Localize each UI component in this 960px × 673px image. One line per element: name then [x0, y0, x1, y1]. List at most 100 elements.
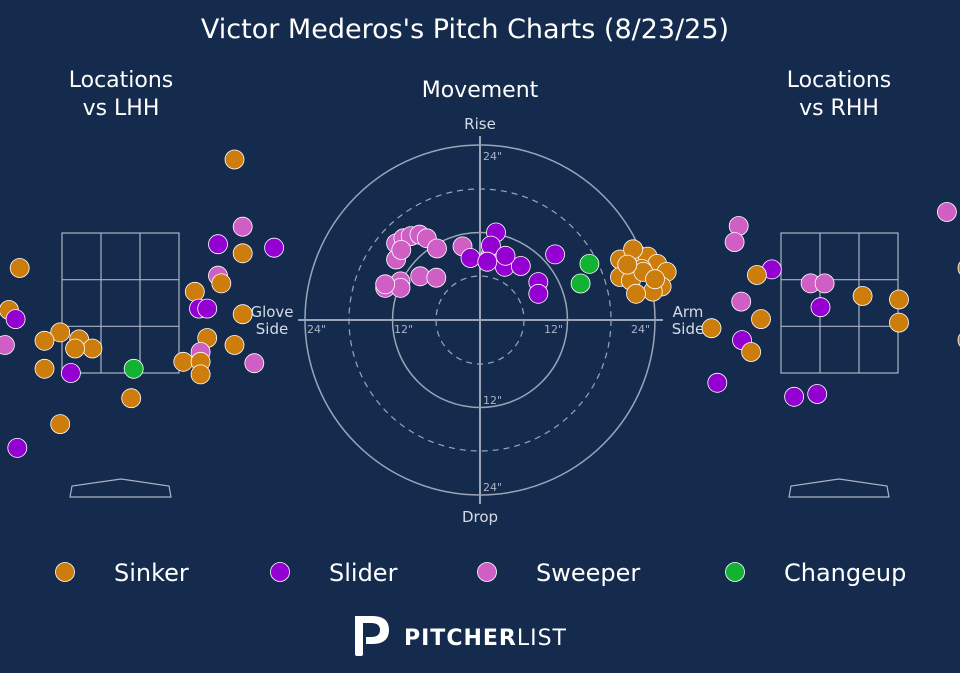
ring-label-right-12: 12" [544, 323, 563, 336]
rhh-point-sweeper [814, 273, 835, 294]
lhh-point-sinker [65, 338, 85, 359]
movement-rings [298, 136, 663, 504]
rhh-point-sinker [889, 289, 909, 310]
movement-point-sweeper [427, 238, 447, 259]
movement-point-slider [510, 256, 531, 276]
movement-point-sweeper [426, 267, 447, 288]
lhh-point-sweeper [0, 335, 15, 355]
movement-title: Movement [422, 78, 539, 103]
legend-label-slider: Slider [329, 559, 398, 587]
lhh-point-slider [61, 363, 81, 383]
movement-points [375, 222, 677, 304]
legend-label-changeup: Changeup [784, 559, 906, 587]
lhh-point-sinker [50, 414, 71, 435]
movement-point-slider [477, 251, 498, 272]
rhh-point-sinker [701, 318, 722, 339]
lhh-point-sinker [34, 330, 55, 351]
movement-panel: Movement Rise Drop Glove Side Arm Side 2… [250, 78, 704, 526]
movement-point-slider [545, 244, 565, 265]
legend-marker-slider [270, 562, 290, 582]
ring-label-right-24: 24" [631, 323, 650, 336]
glove-side-label-2: Side [256, 320, 288, 338]
lhh-panel: Locations vs LHH [0, 68, 285, 498]
rhh-point-sinker [741, 342, 761, 362]
rhh-home-plate [788, 478, 890, 498]
drop-label: Drop [462, 508, 498, 526]
lhh-point-sinker [211, 273, 232, 294]
lhh-point-sinker [232, 243, 253, 264]
lhh-point-sinker [50, 322, 71, 343]
rhh-point-sweeper [724, 232, 745, 253]
pitcherlist-logo: PITCHERLIST [355, 616, 567, 656]
ring-label-top-24: 24" [483, 150, 502, 163]
brand-light: LIST [517, 626, 567, 651]
lhh-point-slider [197, 298, 218, 319]
ring-label-bottom-12: 12" [483, 394, 502, 407]
lhh-point-sinker [9, 258, 30, 278]
rhh-point-sinker [747, 265, 767, 285]
lhh-point-slider [264, 237, 285, 258]
lhh-point-sinker [173, 351, 194, 372]
ring-label-bottom-24: 24" [483, 481, 502, 494]
movement-point-changeup [570, 273, 591, 294]
ring-label-left-24: 24" [307, 323, 326, 336]
movement-point-slider [460, 248, 481, 268]
lhh-point-sinker [82, 338, 103, 359]
glove-side-label-1: Glove [250, 303, 293, 321]
lhh-points [0, 149, 285, 458]
legend-marker-sweeper [477, 562, 497, 582]
rhh-panel: Locations vs RHH [701, 68, 960, 498]
movement-point-sweeper [391, 240, 412, 260]
lhh-home-plate [69, 478, 172, 498]
rhh-point-sinker [751, 309, 771, 330]
movement-point-sinker [626, 283, 646, 304]
chart-title: Victor Mederos's Pitch Charts (8/23/25) [201, 14, 729, 45]
arm-side-label-1: Arm [673, 303, 704, 321]
lhh-point-sinker [190, 364, 211, 385]
rhh-point-sinker [889, 312, 909, 333]
legend: Sinker Slider Sweeper Changeup [55, 559, 906, 587]
rhh-point-slider [707, 372, 728, 393]
legend-label-sweeper: Sweeper [536, 559, 640, 587]
lhh-point-sinker [34, 358, 55, 379]
lhh-point-sinker [184, 281, 205, 302]
rhh-title-line-1: Locations [787, 68, 892, 93]
legend-label-sinker: Sinker [114, 559, 189, 587]
rhh-point-slider [807, 384, 828, 404]
lhh-point-sinker [224, 335, 245, 355]
rhh-point-sinker [852, 286, 873, 306]
brand-name: PITCHERLIST [404, 626, 567, 651]
movement-point-slider [495, 245, 516, 266]
movement-point-changeup [579, 253, 600, 274]
lhh-point-sinker [121, 388, 142, 409]
rhh-point-sweeper [937, 202, 957, 222]
movement-point-sweeper [375, 274, 396, 295]
pitcherlist-p-mark [355, 616, 389, 656]
lhh-point-slider [7, 437, 28, 458]
lhh-point-slider [5, 309, 26, 330]
lhh-point-sweeper [232, 216, 253, 237]
rhh-point-slider [810, 297, 831, 318]
movement-point-sinker [617, 254, 638, 275]
rhh-point-sweeper [731, 291, 752, 312]
lhh-point-slider [208, 234, 228, 255]
rise-label: Rise [464, 115, 496, 133]
rhh-strike-zone [780, 232, 899, 374]
rhh-title-line-2: vs RHH [799, 96, 879, 121]
ring-label-left-12: 12" [394, 323, 413, 336]
legend-marker-sinker [55, 562, 75, 582]
movement-point-slider [528, 283, 549, 304]
lhh-point-sinker [224, 149, 245, 170]
lhh-point-sinker [232, 304, 253, 325]
lhh-title-line-1: Locations [69, 68, 174, 93]
brand-strong: PITCHER [404, 626, 517, 651]
lhh-title-line-2: vs LHH [83, 96, 160, 121]
legend-marker-changeup [725, 562, 745, 582]
lhh-point-changeup [123, 358, 144, 379]
rhh-point-slider [784, 386, 804, 407]
arm-side-label-2: Side [672, 320, 704, 338]
lhh-point-sweeper [244, 353, 265, 374]
movement-point-sinker [645, 269, 665, 290]
